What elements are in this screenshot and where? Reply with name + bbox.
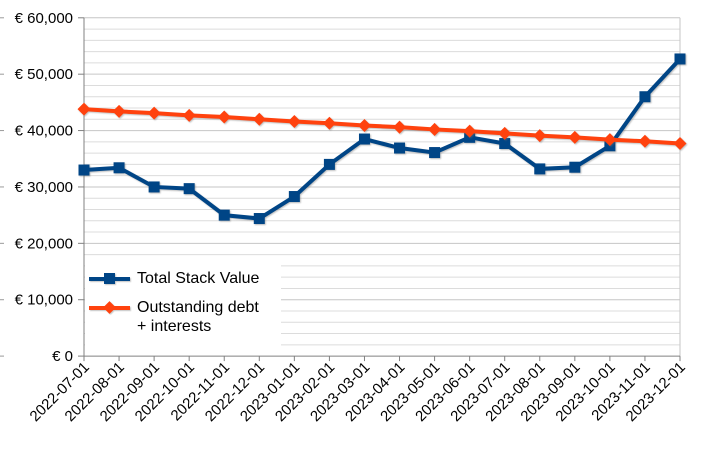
data-point-marker	[393, 120, 407, 134]
data-point-marker	[323, 158, 335, 170]
data-point-marker	[182, 108, 196, 122]
data-point-marker	[534, 163, 546, 175]
data-point-marker	[429, 147, 441, 159]
legend-label: Outstanding debt + interests	[137, 299, 259, 335]
data-point-marker	[357, 118, 371, 132]
data-point-marker	[253, 213, 265, 225]
data-point-marker	[463, 124, 477, 138]
y-tick-label: € 10,000	[15, 292, 73, 309]
data-point-marker	[603, 133, 617, 147]
axes	[0, 17, 681, 362]
data-point-marker	[639, 91, 651, 103]
legend-item-total-stack-value: Total Stack Value	[89, 269, 277, 288]
y-tick-label: € 30,000	[15, 179, 73, 196]
data-point-marker	[252, 112, 266, 126]
y-axis-labels: € 0 € 10,000 € 20,000 € 30,000 € 40,000 € 50,…	[15, 10, 73, 365]
data-point-marker	[113, 162, 125, 174]
data-point-marker	[499, 138, 511, 150]
data-point-marker	[217, 110, 231, 124]
data-point-marker	[147, 106, 161, 120]
y-tick-label: € 50,000	[15, 66, 73, 83]
y-tick-label: € 20,000	[15, 235, 73, 252]
data-point-marker	[638, 134, 652, 148]
data-point-marker	[569, 161, 581, 173]
data-point-marker	[288, 191, 300, 203]
y-tick-label: € 40,000	[15, 123, 73, 140]
data-point-marker	[568, 130, 582, 144]
data-point-marker	[287, 115, 301, 129]
series-line	[83, 107, 681, 146]
data-point-marker	[428, 122, 442, 136]
series-line	[83, 57, 682, 221]
y-tick-label: € 0	[52, 348, 73, 365]
y-tick-label: € 60,000	[15, 10, 73, 27]
data-point-marker	[394, 142, 406, 154]
data-point-marker	[148, 181, 160, 193]
data-point-marker	[358, 133, 370, 145]
data-point-marker	[112, 104, 126, 118]
data-point-marker	[78, 164, 90, 176]
data-point-marker	[183, 183, 195, 195]
data-point-marker	[533, 129, 547, 143]
data-point-marker	[218, 209, 230, 221]
legend-item-outstanding-debt: Outstanding debt + interests	[89, 298, 277, 336]
legend-label: Total Stack Value	[137, 270, 260, 287]
data-point-marker	[674, 53, 686, 65]
data-point-marker	[322, 116, 336, 130]
data-point-marker	[673, 137, 687, 151]
line-diamond-marker-icon	[89, 298, 130, 317]
data-point-marker	[77, 102, 91, 116]
data-point-marker	[498, 126, 512, 140]
legend: Total Stack Value Outstanding debt + int…	[85, 256, 281, 354]
line-square-marker-icon	[89, 269, 130, 288]
x-axis-labels: 2022-07-012022-08-012022-09-012022-10-01…	[27, 359, 689, 425]
